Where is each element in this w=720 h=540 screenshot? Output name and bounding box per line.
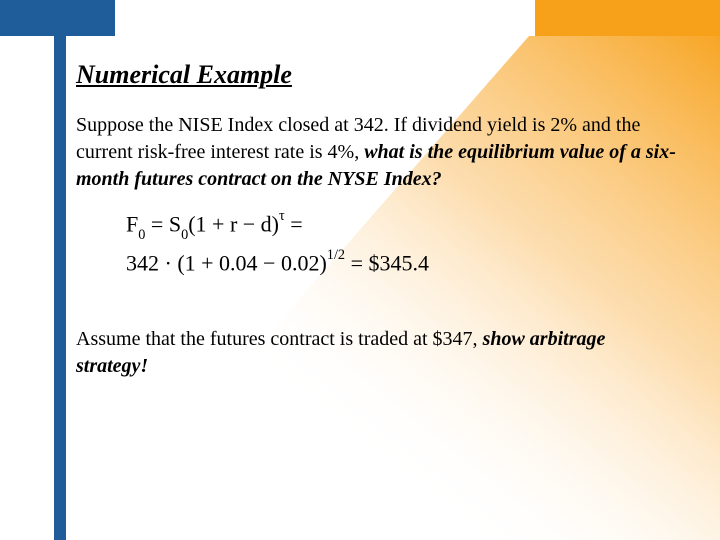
header-bar (0, 0, 720, 36)
formula-paren: (1 + r − d) (188, 211, 279, 236)
formula-F: F (126, 211, 138, 236)
slide-content: Numerical Example Suppose the NISE Index… (66, 36, 690, 530)
followup-paragraph: Assume that the futures contract is trad… (76, 326, 680, 380)
slide-title: Numerical Example (76, 60, 680, 90)
formula-eq-S: = S (145, 211, 181, 236)
formula-numeric: 342 · (1 + 0.04 − 0.02) (126, 250, 327, 275)
formula-exp-tau: τ (279, 208, 285, 224)
formula-tail-1: = (285, 211, 303, 236)
formula-F-sub: 0 (138, 227, 145, 243)
formula-line-1: F0 = S0(1 + r − d)τ = (126, 211, 680, 242)
followup-text-plain: Assume that the futures contract is trad… (76, 328, 483, 350)
header-blue-block (0, 0, 115, 36)
formula-S-sub: 0 (181, 227, 188, 243)
formula-block: F0 = S0(1 + r − d)τ = 342 · (1 + 0.04 − … (126, 211, 680, 276)
formula-line-2: 342 · (1 + 0.04 − 0.02)1/2 = $345.4 (126, 250, 680, 276)
problem-paragraph: Suppose the NISE Index closed at 342. If… (76, 112, 680, 193)
header-white-block (115, 0, 535, 36)
formula-result: = $345.4 (345, 250, 429, 275)
header-orange-block (535, 0, 720, 36)
formula-exp-half: 1/2 (327, 247, 345, 263)
left-stripe (54, 36, 66, 540)
